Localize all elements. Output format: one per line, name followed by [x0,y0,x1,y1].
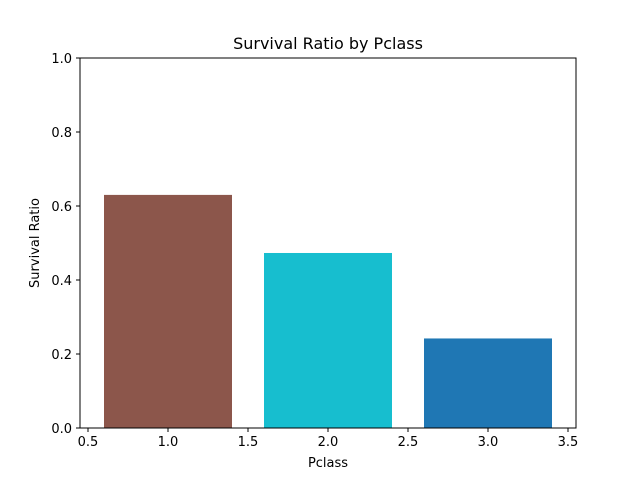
chart-title: Survival Ratio by Pclass [233,34,423,53]
y-tick-label: 0.8 [51,126,72,141]
y-tick-label: 0.4 [51,274,72,289]
x-tick-label: 2.0 [318,435,339,450]
x-tick-label: 2.5 [398,435,419,450]
y-tick-label: 1.0 [51,52,72,67]
x-tick-label: 3.5 [558,435,579,450]
x-axis-label: Pclass [308,456,348,471]
y-tick-label: 0.2 [51,348,72,363]
bar-3 [424,338,552,428]
x-axis-ticks: 0.5 1.0 1.5 2.0 2.5 3.0 3.5 [78,428,579,450]
x-tick-label: 1.0 [158,435,179,450]
bar-2 [264,252,392,428]
bar-1 [104,194,232,428]
x-tick-label: 1.5 [238,435,259,450]
y-tick-label: 0.0 [51,422,72,437]
y-axis-label: Survival Ratio [28,198,43,288]
y-axis-ticks: 0.0 0.2 0.4 0.6 0.8 1.0 [51,52,80,437]
y-tick-label: 0.6 [51,200,72,215]
bars-group [104,194,552,428]
x-tick-label: 3.0 [478,435,499,450]
x-tick-label: 0.5 [78,435,99,450]
